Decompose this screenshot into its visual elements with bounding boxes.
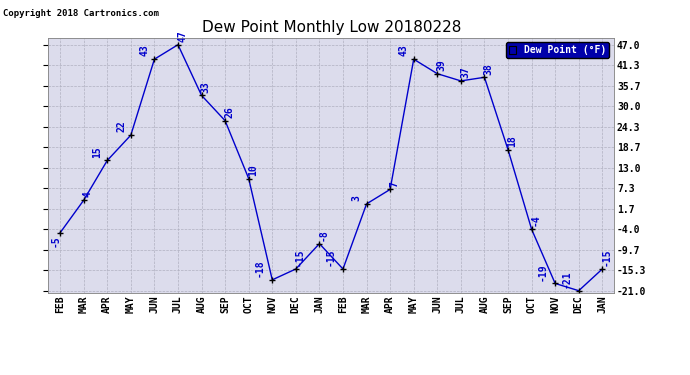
- Text: 38: 38: [484, 63, 493, 75]
- Text: -18: -18: [255, 260, 265, 277]
- Text: 43: 43: [399, 45, 409, 56]
- Text: 3: 3: [352, 195, 362, 201]
- Text: 37: 37: [460, 66, 470, 78]
- Text: -19: -19: [538, 263, 548, 280]
- Text: 22: 22: [116, 121, 126, 132]
- Text: -21: -21: [561, 270, 571, 288]
- Text: 47: 47: [177, 30, 187, 42]
- Text: -4: -4: [531, 214, 541, 226]
- Text: -15: -15: [326, 249, 335, 266]
- Text: -15: -15: [295, 249, 305, 266]
- Text: 43: 43: [139, 45, 150, 56]
- Text: 26: 26: [224, 106, 235, 118]
- Text: -8: -8: [319, 229, 328, 241]
- Text: 15: 15: [92, 146, 103, 158]
- Legend: Dew Point (°F): Dew Point (°F): [506, 42, 609, 58]
- Text: 10: 10: [248, 164, 258, 176]
- Text: 33: 33: [201, 81, 210, 93]
- Text: 39: 39: [437, 59, 446, 71]
- Text: 18: 18: [507, 135, 518, 147]
- Text: Copyright 2018 Cartronics.com: Copyright 2018 Cartronics.com: [3, 9, 159, 18]
- Text: 7: 7: [389, 181, 400, 187]
- Text: -5: -5: [51, 235, 61, 247]
- Text: -15: -15: [602, 249, 611, 266]
- Title: Dew Point Monthly Low 20180228: Dew Point Monthly Low 20180228: [201, 20, 461, 35]
- Text: 4: 4: [83, 192, 93, 198]
